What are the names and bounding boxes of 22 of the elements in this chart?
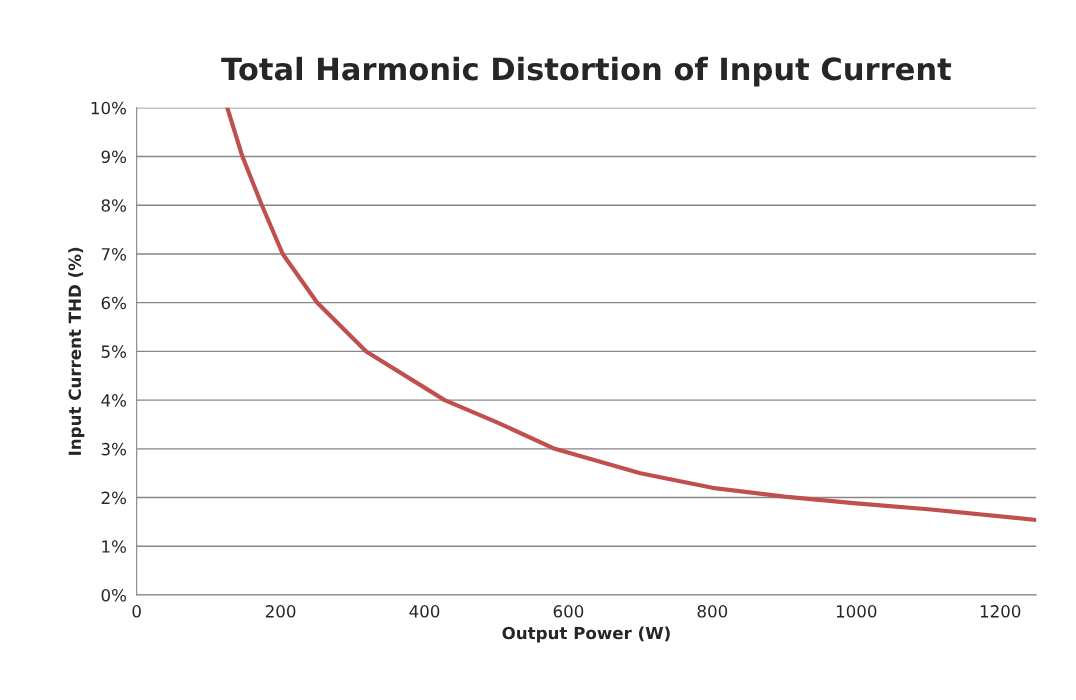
x-tick-label: 800 (697, 605, 728, 618)
x-tick-label: 600 (553, 605, 584, 618)
x-tick-label: 1000 (836, 605, 877, 618)
y-tick-label: 1% (102, 540, 127, 553)
y-tick-label: 2% (101, 491, 127, 505)
y-tick-label: 6% (101, 296, 127, 310)
x-tick-label: 400 (409, 605, 440, 618)
x-tick-label: 0 (132, 605, 141, 618)
chart-title: Total Harmonic Distortion of Input Current (221, 56, 952, 87)
y-tick-label: 3% (101, 442, 127, 456)
y-tick-label: 0% (101, 588, 127, 602)
y-tick-label: 4% (101, 394, 127, 407)
y-tick-label: 8% (101, 199, 127, 212)
y-tick-label: 10% (91, 101, 127, 115)
y-tick-label: 5% (101, 345, 127, 358)
line-series (225, 107, 1037, 523)
x-tick-label: 1200 (980, 605, 1021, 618)
y-tick-label: 9% (101, 150, 127, 164)
y-axis-title: Input Current THD (%) (68, 247, 85, 455)
x-tick-label: 200 (265, 605, 296, 618)
x-axis-title: Output Power (W) (502, 626, 670, 643)
y-tick-label: 7% (101, 247, 127, 261)
